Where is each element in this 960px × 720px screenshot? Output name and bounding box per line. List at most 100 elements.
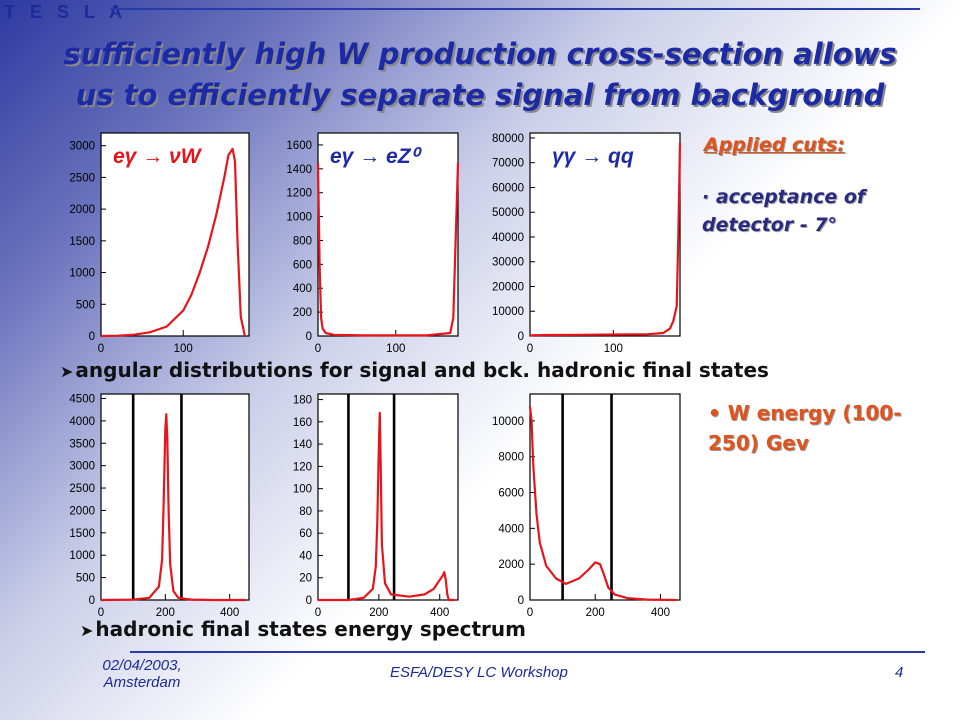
y-tick-label: 1000 bbox=[69, 268, 95, 280]
y-tick-label: 20000 bbox=[492, 281, 524, 293]
y-tick-label: 500 bbox=[76, 299, 95, 311]
y-tick-label: 0 bbox=[89, 331, 95, 343]
y-tick-label: 4500 bbox=[69, 393, 95, 405]
y-tick-label: 2000 bbox=[69, 204, 95, 216]
y-tick-label: 80 bbox=[299, 506, 312, 518]
x-tick-label: 100 bbox=[386, 343, 405, 355]
process-label: eγ → νW bbox=[113, 145, 203, 168]
y-tick-label: 0 bbox=[518, 331, 524, 343]
histogram-4: 0 500 1000 1500 2000 2500 3000 3500 4000 4500 0 200… bbox=[69, 393, 250, 619]
y-tick-label: 0 bbox=[306, 595, 312, 607]
footer-page-number: 4 bbox=[895, 664, 904, 681]
plot-frame bbox=[317, 132, 459, 337]
y-tick-label: 100 bbox=[293, 484, 312, 496]
y-tick-label: 200 bbox=[293, 307, 312, 319]
y-tick-label: 0 bbox=[306, 331, 312, 343]
bullet-energy: ➤ hadronic final states energy spectrum bbox=[80, 617, 526, 641]
plot-frame bbox=[317, 393, 459, 601]
histogram-curve bbox=[528, 406, 677, 602]
bullet-angular-text: angular distributions for signal and bck… bbox=[75, 358, 769, 382]
plot-frame bbox=[529, 393, 681, 601]
y-tick-label: 1500 bbox=[69, 528, 95, 540]
histogram-3: 0 10000 20000 30000 40000 50000 60000 70000 8000… bbox=[492, 132, 682, 355]
plot-frame bbox=[100, 132, 250, 337]
y-tick-label: 400 bbox=[293, 283, 312, 295]
x-tick-label: 0 bbox=[315, 607, 321, 619]
x-tick-label: 0 bbox=[315, 343, 321, 355]
y-tick-label: 0 bbox=[89, 595, 95, 607]
y-tick-label: 20 bbox=[299, 573, 312, 585]
y-tick-label: 1000 bbox=[286, 212, 312, 224]
y-tick-label: 80000 bbox=[492, 133, 524, 145]
x-tick-label: 0 bbox=[527, 343, 533, 355]
plot-frame bbox=[529, 132, 681, 337]
y-tick-label: 60000 bbox=[492, 182, 524, 194]
x-tick-label: 100 bbox=[604, 343, 623, 355]
x-tick-label: 400 bbox=[651, 607, 670, 619]
bullet-energy-text: hadronic final states energy spectrum bbox=[95, 617, 526, 641]
y-tick-label: 1500 bbox=[69, 236, 95, 248]
histogram-curve bbox=[318, 411, 455, 602]
x-tick-label: 200 bbox=[156, 607, 175, 619]
y-tick-label: 2000 bbox=[69, 505, 95, 517]
histogram-curve bbox=[529, 142, 682, 337]
histogram-6: 0 2000 4000 6000 8000 10000 0 200 400 bbox=[492, 393, 681, 619]
histogram-5: 0 20 40 60 80 100 120 140 160 180 0 200 400 bbox=[293, 393, 459, 619]
x-tick-label: 0 bbox=[98, 343, 104, 355]
x-tick-label: 0 bbox=[527, 607, 533, 619]
x-tick-label: 100 bbox=[174, 343, 193, 355]
y-tick-label: 160 bbox=[293, 417, 312, 429]
applied-cuts-heading: Applied cuts: bbox=[704, 134, 845, 156]
plot-frame bbox=[100, 393, 250, 601]
y-tick-label: 8000 bbox=[498, 452, 524, 464]
y-tick-label: 1600 bbox=[286, 140, 312, 152]
process-label: eγ → eZ⁰ bbox=[330, 145, 423, 168]
y-tick-label: 1400 bbox=[286, 164, 312, 176]
y-tick-label: 0 bbox=[518, 595, 524, 607]
x-tick-label: 0 bbox=[98, 607, 104, 619]
y-tick-label: 180 bbox=[293, 395, 312, 407]
header-rule bbox=[110, 8, 920, 10]
histogram-curve bbox=[100, 413, 246, 602]
y-tick-label: 6000 bbox=[498, 488, 524, 500]
y-tick-label: 40 bbox=[299, 550, 312, 562]
x-tick-label: 200 bbox=[369, 607, 388, 619]
y-tick-label: 600 bbox=[293, 259, 312, 271]
x-tick-label: 200 bbox=[586, 607, 605, 619]
y-tick-label: 30000 bbox=[492, 257, 524, 269]
tesla-logo: T E S L A bbox=[4, 2, 128, 22]
x-tick-label: 400 bbox=[220, 607, 239, 619]
process-label: γγ → qq bbox=[552, 145, 634, 168]
y-tick-label: 60 bbox=[299, 528, 312, 540]
footer-conference: ESFA/DESY LC Workshop bbox=[390, 664, 568, 681]
x-tick-label: 400 bbox=[430, 607, 449, 619]
histogram-curve bbox=[100, 147, 246, 338]
y-tick-label: 2500 bbox=[69, 483, 95, 495]
y-tick-label: 3500 bbox=[69, 438, 95, 450]
y-tick-label: 3000 bbox=[69, 141, 95, 153]
y-tick-label: 4000 bbox=[498, 523, 524, 535]
histogram-curve bbox=[316, 162, 460, 337]
histogram-1: 0 500 1000 1500 2000 2500 3000 0 100 eγ → νW bbox=[69, 132, 250, 355]
y-tick-label: 50000 bbox=[492, 207, 524, 219]
slide-title: sufficiently high W production cross-sec… bbox=[20, 34, 940, 116]
cut-acceptance: · acceptance of detector - 7° bbox=[702, 186, 866, 236]
cut-w-energy: • W energy (100-250) Gev bbox=[708, 401, 902, 455]
title-line-2: us to efficiently separate signal from b… bbox=[75, 78, 885, 112]
bullet-angular: ➤ angular distributions for signal and bc… bbox=[60, 358, 769, 382]
y-tick-label: 800 bbox=[293, 235, 312, 247]
footer-date: 02/04/2003, Amsterdam bbox=[102, 657, 182, 691]
footer-rule bbox=[130, 651, 925, 653]
y-tick-label: 120 bbox=[293, 461, 312, 473]
y-tick-label: 500 bbox=[76, 573, 95, 585]
y-tick-label: 10000 bbox=[492, 416, 524, 428]
title-line-1: sufficiently high W production cross-sec… bbox=[63, 37, 897, 71]
arrow-bullet-icon: ➤ bbox=[60, 362, 74, 381]
y-tick-label: 70000 bbox=[492, 158, 524, 170]
y-tick-label: 4000 bbox=[69, 416, 95, 428]
y-tick-label: 2500 bbox=[69, 172, 95, 184]
y-tick-label: 1000 bbox=[69, 550, 95, 562]
y-tick-label: 1200 bbox=[286, 188, 312, 200]
y-tick-label: 10000 bbox=[492, 306, 524, 318]
